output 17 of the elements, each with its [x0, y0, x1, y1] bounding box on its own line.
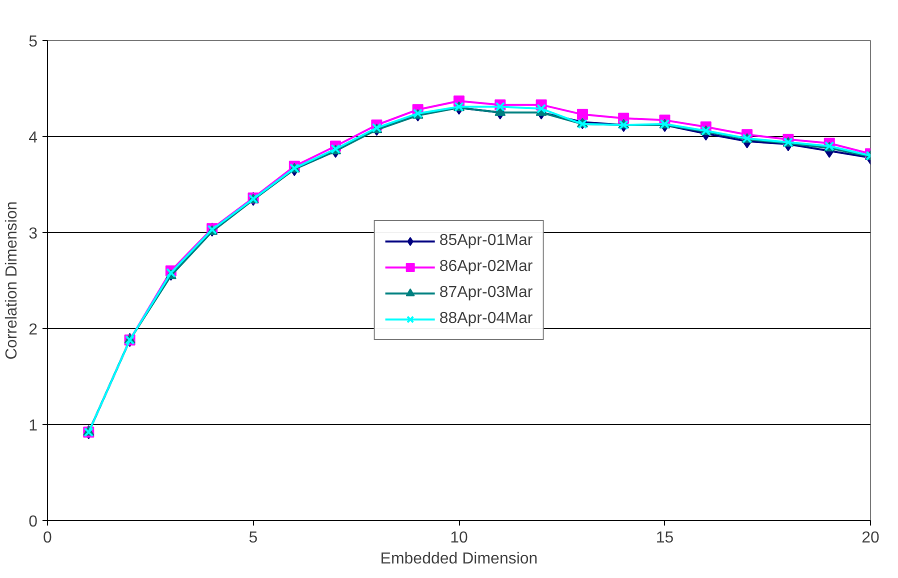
x-axis-title: Embedded Dimension	[380, 550, 538, 568]
y-tick-label: 1	[28, 418, 38, 434]
y-tick-label: 0	[28, 514, 38, 530]
y-tick-label: 4	[28, 130, 38, 146]
x-tick-label: 10	[450, 530, 468, 546]
y-tick-label: 5	[28, 34, 38, 50]
y-axis-title: Correlation Dimension	[4, 201, 21, 360]
legend-label: 87Apr-03Mar	[439, 284, 533, 302]
legend-label: 88Apr-04Mar	[439, 310, 533, 328]
x-tick-label: 20	[862, 530, 880, 546]
legend-label: 85Apr-01Mar	[439, 232, 533, 250]
legend-label: 86Apr-02Mar	[439, 258, 533, 276]
x-tick-label: 5	[248, 530, 258, 546]
x-tick-label: 0	[43, 530, 52, 546]
y-tick-label: 3	[28, 226, 38, 242]
y-tick-label: 2	[28, 322, 38, 338]
x-tick-label: 15	[656, 530, 674, 546]
